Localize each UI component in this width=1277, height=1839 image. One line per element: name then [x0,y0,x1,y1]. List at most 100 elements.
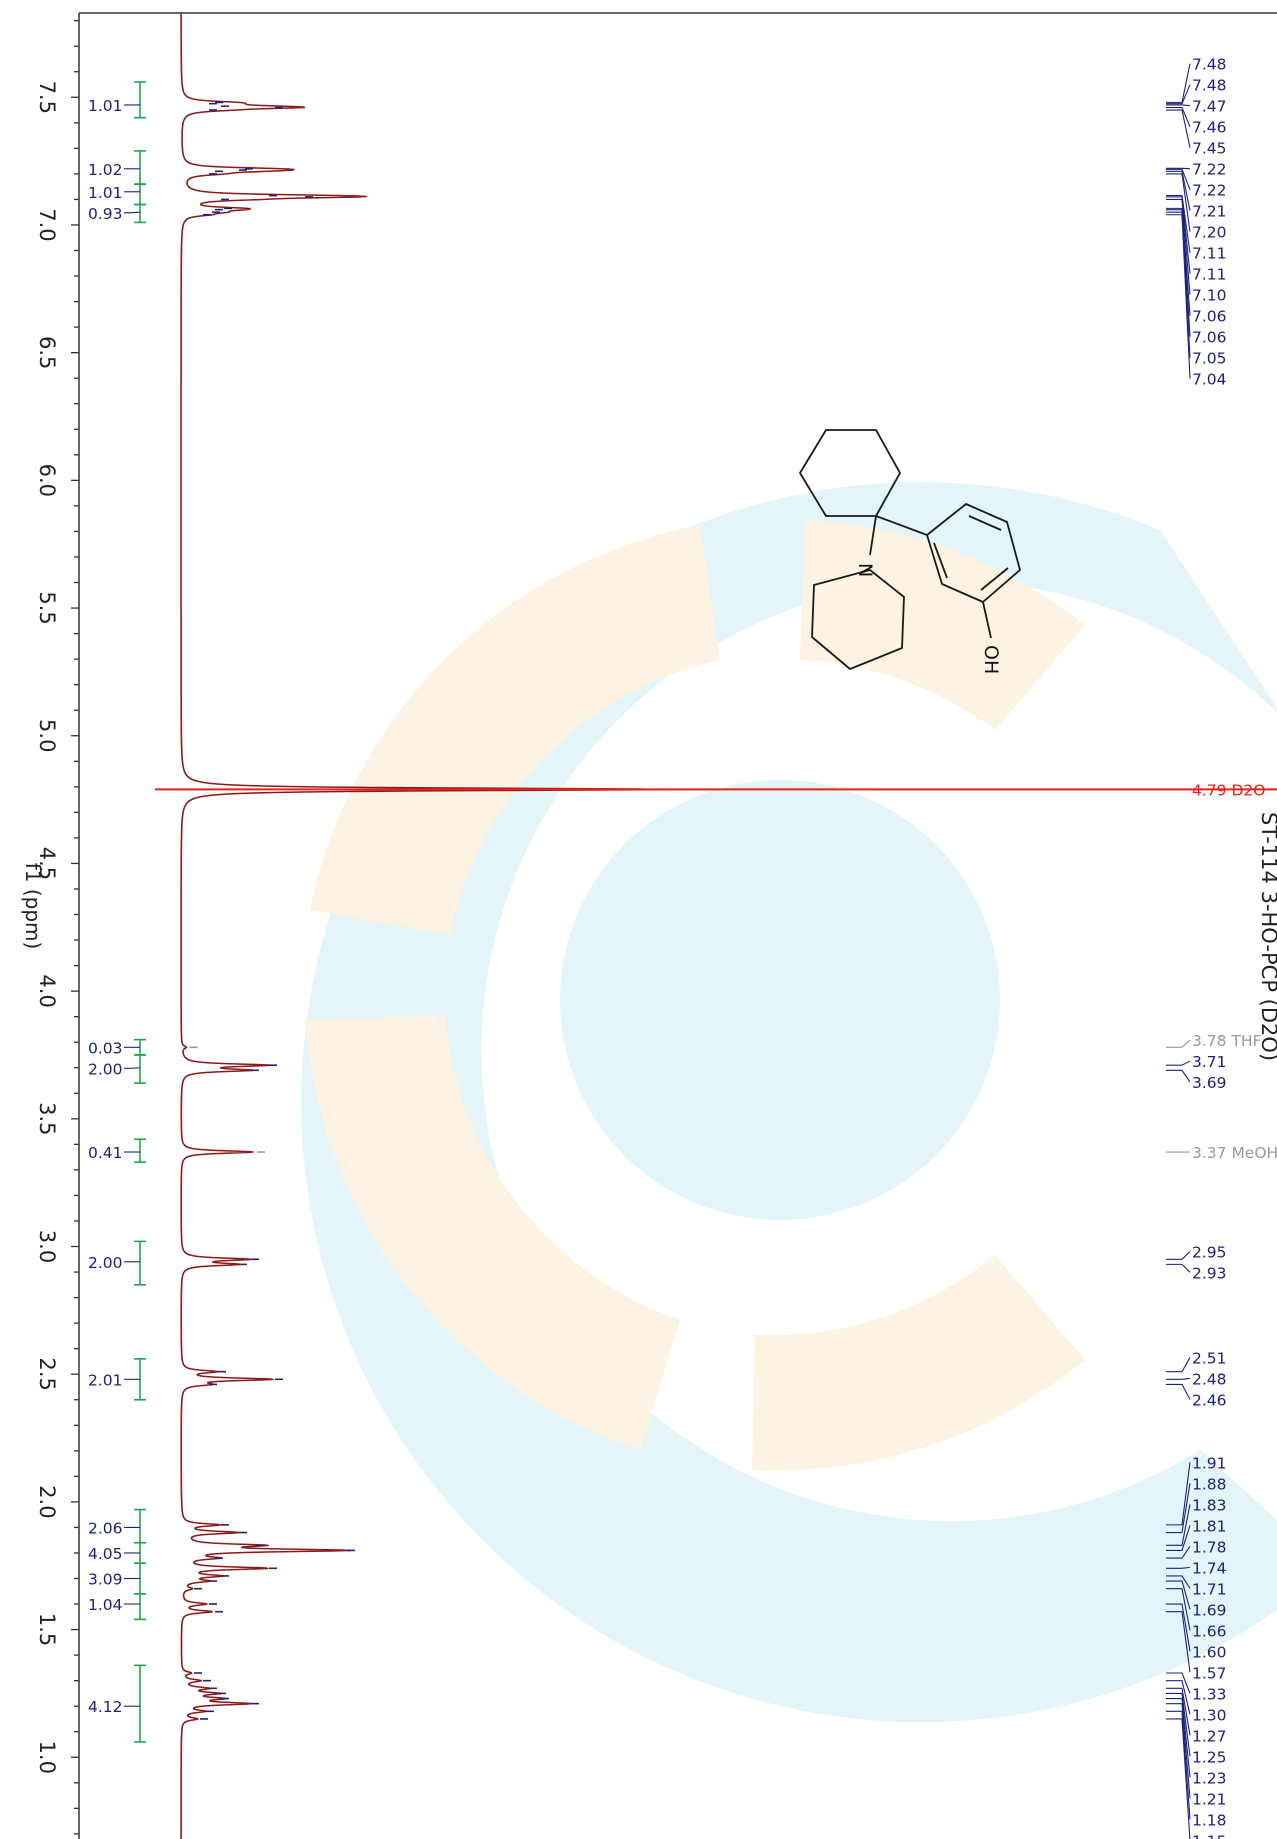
integral-leader [124,1067,141,1069]
tick-label: 2.5 [35,1357,59,1390]
peak-label: 4.79 D2O [1192,781,1265,799]
ppm-axis-ticks [71,20,79,1835]
watermark-orange-segment-top-right [800,520,1085,730]
watermark-orange-segment-top-left [310,525,720,935]
peak-label: 1.15 [1192,1832,1227,1839]
watermark-orange-segment-bottom-left [305,1015,680,1450]
peak-label-leader [1166,1546,1191,1559]
peak-label-leader [1166,1692,1191,1757]
peak-label-leader [1166,1462,1191,1526]
tick-label: 3.0 [35,1230,59,1263]
integral-annotation: 4.12 [88,1664,146,1743]
peak-label: 1.74 [1192,1559,1227,1577]
peak-label-leader [1166,196,1191,274]
tick-label: 2.0 [35,1485,59,1518]
tick-label: 7.5 [35,81,59,114]
integral-value: 4.12 [88,1698,123,1716]
peak-label: 7.04 [1192,371,1227,389]
peak-label: 1.27 [1192,1727,1227,1745]
bond-c1-aryl [875,515,928,536]
peak-label-leader [1166,1611,1191,1673]
peak-label: 3.78 THF [1192,1032,1262,1050]
peak-label: 1.69 [1192,1601,1227,1619]
peak-label-leader [1166,209,1191,337]
integral-annotation: 1.01 [88,81,146,119]
tick-label: 4.5 [35,847,59,880]
peak-label-leader [1166,109,1191,148]
peak-label-leader [1166,104,1191,107]
integral-value: 4.05 [88,1545,123,1563]
peak-label-leader [1166,1060,1191,1066]
peak-label-leader [1166,1383,1191,1400]
integral-value: 0.03 [88,1039,123,1057]
integral-value: 1.02 [88,161,123,179]
peak-label: 7.11 [1192,266,1227,284]
peak-label: 7.22 [1192,182,1227,200]
peak-label-leader [1166,1263,1191,1273]
peak-label: 3.69 [1192,1074,1227,1092]
tick-label: 3.5 [35,1102,59,1135]
tick-label: 6.0 [35,464,59,497]
peak-label-leader [1166,211,1191,358]
peak-label: 2.46 [1192,1391,1227,1409]
peak-label: 7.22 [1192,161,1227,179]
peak-labels: 7.48 7.48 7.47 7.46 7.45 7.22 7.22 7.21 7.20 7.11… [155,56,1277,1839]
tick-label: 5.5 [35,591,59,624]
chart-title: ST-114 3-HO-PCP (D2O) [1257,812,1277,1061]
integral-annotation: 0.93 [88,203,146,224]
integral-annotation: 1.01 [88,183,146,206]
peak-label-group: 2.51 2.48 2.46 [1166,1349,1227,1409]
peak-label: 3.37 MeOH [1192,1144,1277,1162]
peak-label: 2.95 [1192,1243,1227,1261]
peak-label-leader [1166,1575,1191,1589]
integral-value: 3.09 [88,1571,123,1589]
peak-label-leader [1166,1603,1191,1652]
peak-label: 7.06 [1192,308,1227,326]
peak-label: 3.71 [1192,1053,1227,1071]
watermark-orange-segment-bottom-right [752,1255,1085,1471]
molecule-structure-3-ho-pcp: OH N [799,429,1021,674]
tick-label: 4.0 [35,974,59,1007]
peak-label: 7.21 [1192,203,1227,221]
peak-label-leader [1166,195,1191,253]
peak-label-group: 3.37 MeOH [1166,1144,1277,1162]
peak-label: 2.93 [1192,1264,1227,1282]
peak-label-leader [1166,1703,1191,1799]
integral-annotation: 2.00 [88,1054,146,1084]
tick-label: 6.5 [35,336,59,369]
integral-value: 2.00 [88,1254,123,1272]
watermark-logo [301,482,1277,1723]
peak-label: 7.20 [1192,224,1227,242]
nitrogen-label: N [854,563,876,577]
peak-label: 1.66 [1192,1622,1227,1640]
peak-label: 1.81 [1192,1517,1227,1535]
watermark-outer-ring [301,482,1277,1723]
peak-label: 1.25 [1192,1748,1227,1766]
integral-annotations: 1.01 1.02 1.01 0.93 0.03 2.00 0.41 2.00 2.01 2.06… [88,81,146,1743]
peak-label: 1.21 [1192,1790,1227,1808]
peak-label: 7.47 [1192,98,1227,116]
peak-label-leader [1166,63,1191,103]
peak-label: 7.46 [1192,119,1227,137]
peak-label-leader [1166,1566,1191,1569]
peak-label-leader [1166,1697,1191,1778]
peak-label: 1.60 [1192,1643,1227,1661]
peak-label-leader [1166,168,1191,190]
peak-label: 1.33 [1192,1685,1227,1703]
peak-label: 7.11 [1192,245,1227,263]
integral-value: 1.01 [88,97,123,115]
watermark-inner-disc [560,780,1000,1220]
peak-label-group: 2.95 2.93 [1166,1243,1227,1282]
peak-label: 1.78 [1192,1538,1227,1556]
tick-label: 5.0 [35,719,59,752]
integral-value: 2.06 [88,1519,123,1537]
peak-label-group: 1.33 1.30 1.27 1.25 1.23 1.21 1.18 1.15 [1166,1672,1227,1839]
peak-label-leader [1166,1069,1191,1083]
integral-leader [124,211,141,214]
integral-annotation: 2.00 [88,1240,146,1286]
peak-label: 2.51 [1192,1349,1227,1367]
peak-label-leader [1166,207,1191,316]
integral-value: 2.01 [88,1371,123,1389]
benzene-ring [926,503,1021,603]
peak-label-leader [1166,1483,1191,1534]
